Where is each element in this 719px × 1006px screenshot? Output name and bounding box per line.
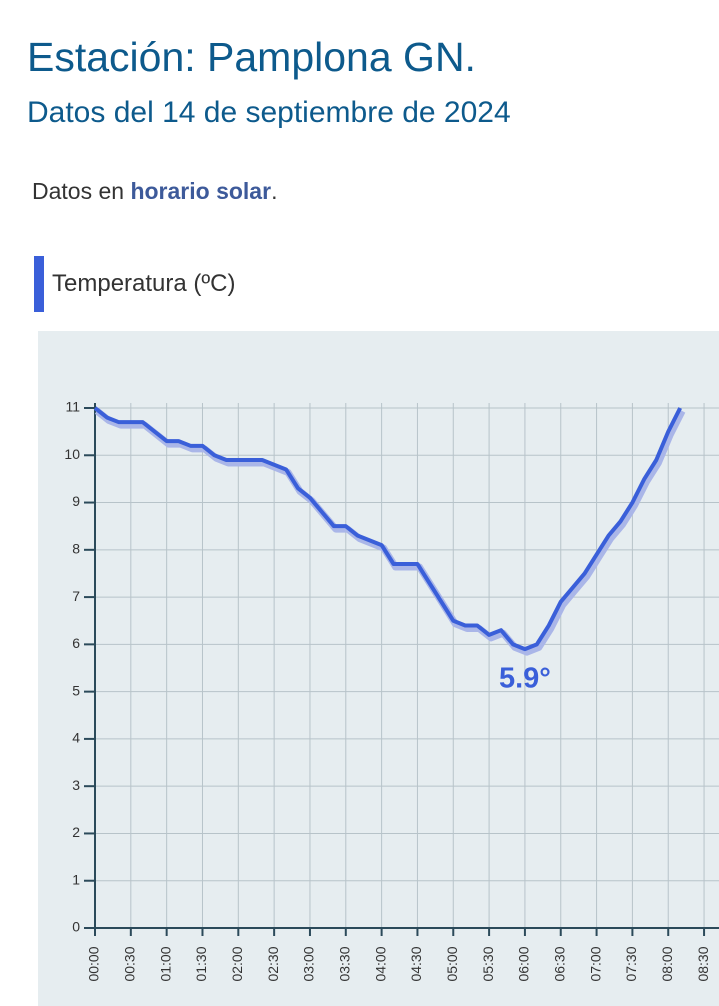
date-subtitle: Datos del 14 de septiembre de 2024: [27, 96, 511, 129]
x-tick-label: 02:30: [265, 946, 281, 981]
x-tick-label: 08:30: [695, 946, 711, 981]
y-tick-label: 3: [72, 777, 80, 793]
y-tick-label: 10: [64, 446, 80, 462]
y-tick-label: 0: [72, 919, 80, 935]
y-tick-label: 9: [72, 493, 80, 509]
y-tick-label: 6: [72, 635, 80, 651]
x-tick-label: 05:00: [444, 946, 460, 981]
x-tick-label: 06:00: [516, 946, 532, 981]
note: Datos en horario solar.: [32, 178, 277, 205]
x-tick-label: 08:00: [659, 946, 675, 981]
x-tick-label: 07:30: [623, 946, 639, 981]
section-title: Temperatura (ºC): [52, 270, 236, 297]
x-tick-label: 07:00: [587, 946, 603, 981]
x-tick-label: 03:30: [336, 946, 352, 981]
x-tick-label: 02:00: [229, 946, 245, 981]
x-tick-label: 00:00: [86, 946, 102, 981]
note-prefix: Datos en: [32, 178, 125, 204]
y-tick-label: 5: [72, 682, 80, 698]
y-tick-label: 8: [72, 541, 80, 557]
y-tick-label: 11: [65, 399, 80, 415]
y-tick-label: 1: [72, 871, 80, 887]
x-tick-label: 04:30: [408, 946, 424, 981]
note-bold[interactable]: horario solar: [130, 178, 272, 204]
y-tick-label: 2: [72, 824, 80, 840]
y-tick-label: 4: [72, 730, 80, 746]
section-marker: [34, 256, 44, 312]
temperature-line: [93, 406, 682, 652]
x-tick-label: 04:00: [372, 946, 388, 981]
x-tick-label: 01:30: [193, 946, 209, 981]
x-tick-label: 01:00: [157, 946, 173, 981]
y-tick-label: 7: [72, 588, 80, 604]
min-annotation: 5.9°: [499, 663, 551, 695]
x-tick-label: 05:30: [480, 946, 496, 981]
x-tick-label: 03:00: [301, 946, 317, 981]
x-tick-label: 06:30: [551, 946, 567, 981]
station-title: Estación: Pamplona GN.: [27, 34, 476, 80]
chart-panel: [38, 331, 719, 1006]
x-tick-label: 00:30: [122, 946, 138, 981]
note-suffix: .: [271, 178, 278, 204]
